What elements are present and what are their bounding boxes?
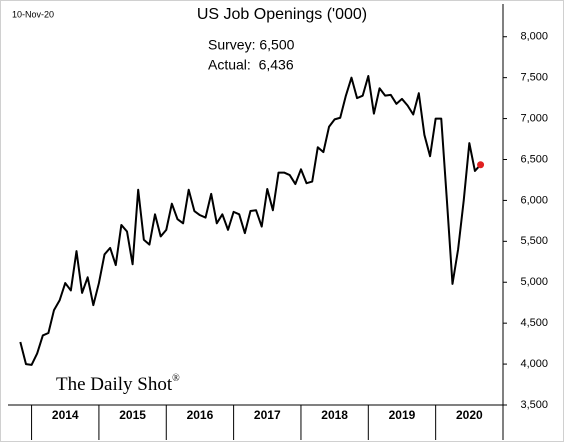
annotation: Survey: 6,500 [208,37,295,53]
x-tick-label: 2018 [321,408,348,422]
x-tick-label: 2014 [52,408,79,422]
source: The Daily Shot® [56,373,180,395]
last-point [477,161,485,169]
x-tick-label: 2016 [187,408,214,422]
y-tick-label: 4,500 [520,317,548,329]
line [19,75,482,366]
y-tick-label: 5,000 [520,276,548,288]
date: 10-Nov-20 [12,9,54,19]
x-tick-label: 2019 [389,408,416,422]
annotation: Actual: 6,436 [208,57,294,73]
y-tick-label: 4,000 [520,358,548,370]
y-tick-label: 7,500 [520,72,548,84]
y-tick-label: 5,500 [520,235,548,247]
source-mark: ® [172,373,180,384]
source-name: The Daily Shot [56,374,173,395]
x-tick-label: 2020 [456,408,483,422]
x-tick-label: 2017 [254,408,281,422]
y-tick-label: 7,000 [520,112,548,124]
y-tick-label: 3,500 [520,399,548,411]
x-tick-label: 2015 [119,408,146,422]
chart-title: US Job Openings ('000) [197,6,367,23]
y-tick-label: 6,000 [520,194,548,206]
y-tick-label: 8,000 [520,31,548,43]
y-tick-label: 6,500 [520,153,548,165]
